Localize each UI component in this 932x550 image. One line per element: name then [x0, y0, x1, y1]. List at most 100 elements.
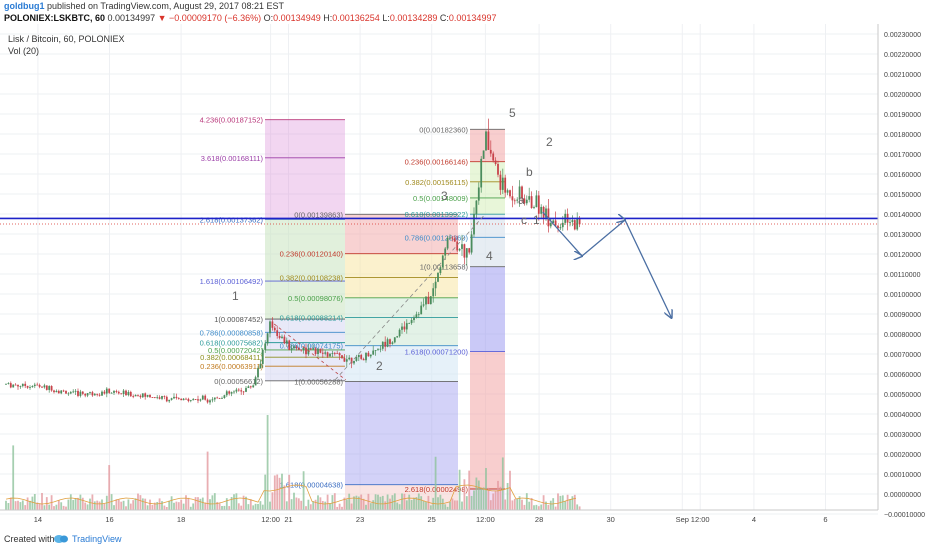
volume-bar — [60, 502, 63, 510]
time-tick-label: 14 — [34, 515, 42, 524]
volume-bar — [170, 496, 173, 510]
volume-bar — [360, 494, 363, 510]
volume-bar — [9, 497, 12, 510]
volume-bar — [252, 505, 255, 510]
candle-body — [53, 390, 55, 393]
fib-level-label: 0(0.00056612) — [214, 377, 263, 386]
fib-level-label: 4.236(0.00187152) — [200, 116, 264, 125]
volume-bar — [533, 505, 535, 510]
wave-label: 3 — [441, 189, 448, 203]
candle-body — [132, 396, 135, 397]
volume-bar — [372, 500, 375, 510]
volume-bar — [324, 501, 327, 510]
publish-info: published on TradingView.com, August 29,… — [47, 1, 285, 11]
candle-body — [461, 244, 463, 249]
candle-body — [230, 392, 233, 394]
volume-bar — [365, 504, 367, 510]
volume-bar — [501, 457, 504, 510]
volume-bar — [398, 504, 401, 510]
volume-bar — [65, 506, 67, 510]
chart-canvas[interactable]: 4.236(0.00187152) 3.618(0.00168111) 2.618(… — [0, 24, 932, 530]
volume-bar — [549, 500, 552, 510]
candle-body — [458, 248, 461, 251]
volume-bar — [441, 498, 444, 510]
volume-bar — [17, 500, 19, 510]
candle-body — [362, 358, 365, 361]
candle-body — [501, 177, 504, 190]
volume-bar — [201, 497, 204, 510]
candle-body — [252, 385, 255, 388]
volume-bar — [329, 503, 331, 510]
volume-bar — [103, 503, 106, 510]
low-label: L: — [382, 13, 390, 23]
candle-body — [456, 241, 459, 251]
candle-body — [540, 206, 543, 214]
volume-bar — [326, 494, 329, 510]
candle-body — [533, 207, 535, 209]
volume-bar — [446, 506, 449, 510]
volume-bar — [53, 506, 55, 510]
volume-bar — [451, 498, 454, 510]
volume-bar — [185, 495, 187, 510]
candle-body — [204, 395, 207, 400]
candle-body — [79, 391, 82, 396]
volume-bar — [189, 506, 192, 510]
volume-bar — [247, 504, 250, 510]
fib-level-label: 0.382(0.00156115) — [405, 178, 468, 187]
tradingview-logo-icon[interactable] — [54, 534, 68, 543]
volume-bar — [300, 500, 303, 510]
candle-body — [326, 352, 329, 357]
volume-bar — [235, 493, 238, 510]
open-label: O: — [263, 13, 274, 23]
volume-bar — [511, 500, 514, 510]
candle-body — [377, 349, 379, 351]
publish-line: goldbug1 published on TradingView.com, A… — [4, 1, 284, 11]
volume-bar — [194, 497, 197, 510]
fib-band — [345, 214, 458, 254]
candle-body — [504, 177, 507, 193]
volume-bar — [271, 492, 274, 510]
fib-band — [265, 219, 345, 320]
candle-body — [237, 389, 240, 391]
volume-bar — [432, 497, 435, 510]
volume-bar — [269, 501, 271, 510]
candle-body — [201, 395, 204, 400]
volume-bar — [259, 501, 262, 510]
volume-bar — [396, 502, 399, 510]
candle-body — [288, 340, 291, 351]
fib-level-label: 1.618(0.00071200) — [405, 348, 469, 357]
candle-body — [14, 384, 17, 386]
price-tick-label: 0.00110000 — [884, 272, 921, 279]
time-tick-label: 23 — [356, 515, 364, 524]
price-tick-label: 0.00090000 — [884, 312, 921, 319]
author-link[interactable]: goldbug1 — [4, 1, 45, 11]
volume-bar — [369, 503, 372, 510]
volume-bar — [357, 496, 360, 510]
volume-bar — [33, 494, 36, 510]
candle-body — [206, 399, 209, 403]
candle-body — [26, 385, 29, 388]
candle-body — [545, 208, 547, 218]
tradingview-brand[interactable]: TradingView — [72, 534, 122, 544]
candle-body — [528, 196, 531, 200]
candle-body — [199, 399, 202, 401]
candle-body — [103, 391, 106, 394]
volume-bar — [206, 451, 209, 510]
volume-bar — [132, 500, 135, 510]
candle-body — [240, 390, 243, 392]
created-with-text: Created with — [4, 534, 55, 544]
price-axis[interactable]: 0.00230000 0.00220000 0.00210000 0.00200000… — [884, 32, 925, 530]
candle-body — [153, 397, 156, 399]
candle-body — [185, 398, 187, 400]
volume-bar — [391, 495, 394, 510]
volume-bar — [523, 504, 526, 510]
volume-bar — [29, 500, 31, 510]
candle-body — [530, 196, 533, 209]
candle-body — [523, 198, 526, 204]
candle-body — [317, 348, 319, 354]
symbol-label[interactable]: POLONIEX:LSKBTC, 60 — [4, 13, 106, 23]
candle-body — [177, 398, 180, 399]
volume-bar — [24, 505, 27, 510]
time-axis[interactable]: 14 16 18 12:00 21 23 25 12:00 28 30 Sep 12:00 4 6 — [34, 515, 828, 524]
volume-bar — [362, 498, 365, 510]
